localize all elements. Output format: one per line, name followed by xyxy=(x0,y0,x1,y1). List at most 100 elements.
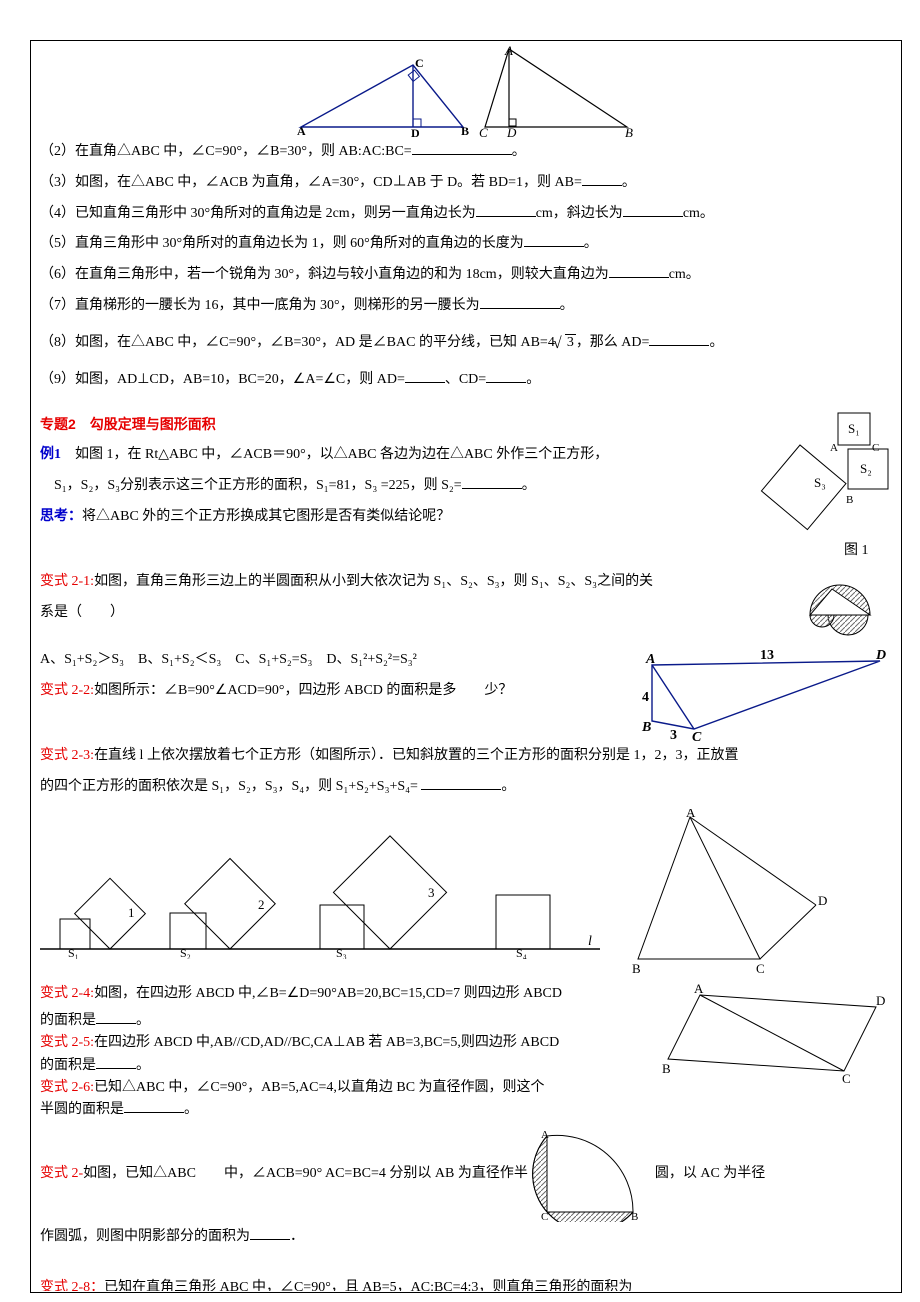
svg-text:1: 1 xyxy=(128,905,135,920)
q3: （3）如图，在△ABC 中，∠ACB 为直角，∠A=30°，CD⊥AB 于 D。… xyxy=(40,168,890,199)
svg-text:C: C xyxy=(756,961,765,976)
v28-text: 已知在直角三角形 ABC 中，∠C=90°，且 AB=5，AC:BC=4:3，则… xyxy=(104,1280,632,1291)
q3-blank xyxy=(582,172,622,186)
svg-text:S₃: S₃ xyxy=(814,475,826,490)
svg-text:C: C xyxy=(692,730,702,741)
q8b: ，那么 AD= xyxy=(576,335,650,350)
parallelogram-fig: A D B C xyxy=(660,979,890,1089)
svg-text:B: B xyxy=(461,124,469,137)
q7: （7）直角梯形的一腰长为 16，其中一底角为 30°，则梯形的另一腰长为 。 xyxy=(40,291,890,322)
v22: 变式 2-2:如图所示：∠B=90°∠ACD=90°，四边形 ABCD 的面积是… xyxy=(40,676,890,707)
v25-label: 变式 2-5: xyxy=(40,1035,94,1050)
svg-text:S₂: S₂ xyxy=(860,461,872,476)
q7-suffix: 。 xyxy=(560,298,574,313)
q8a: （8）如图，在△ABC 中，∠C=90°，∠B=30°，AD 是∠BAC 的平分… xyxy=(40,335,548,350)
svg-text:C: C xyxy=(415,57,424,70)
v25-line2: 的面积是。 xyxy=(40,1055,650,1077)
v23a: 在直线 l 上依次摆放着七个正方形（如图所示）．已知斜放置的三个正方形的面积分别… xyxy=(94,748,738,763)
v21-row: 变式 2-1:如图，直角三角形三边上的半圆面积从小到大依次记为 S₁、S₂、S₃… xyxy=(40,567,890,598)
q6: （6）在直角三角形中，若一个锐角为 30°，斜边与较小直角边的和为 18cm，则… xyxy=(40,260,890,291)
v21-label: 变式 2-1: xyxy=(40,574,94,589)
triangle-fig-1: A B C D xyxy=(293,57,473,137)
svg-text:B: B xyxy=(846,494,853,506)
q5: （5）直角三角形中 30°角所对的直角边长为 1，则 60°角所对的直角边的长度… xyxy=(40,229,890,260)
v25-line1: 变式 2-5:在四边形 ABCD 中,AB//CD,AD//BC,CA⊥AB 若… xyxy=(40,1032,650,1054)
q7-text: （7）直角梯形的一腰长为 16，其中一底角为 30°，则梯形的另一腰长为 xyxy=(40,298,480,313)
svg-text:3: 3 xyxy=(670,728,677,741)
v27a: 如图，已知△ABC xyxy=(83,1166,196,1181)
svg-text:A: A xyxy=(297,124,306,137)
svg-text:B: B xyxy=(662,1061,671,1076)
svg-text:2: 2 xyxy=(258,897,265,912)
q5-blank xyxy=(524,233,584,247)
ex1-line1: 例1 如图 1，在 Rt△ABC 中，∠ACB＝90°，以△ABC 各边为边在△… xyxy=(40,440,742,471)
svg-text:B: B xyxy=(632,961,641,976)
v22a: 如图所示：∠B=90°∠ACD=90°，四边形 ABCD 的面积是多 xyxy=(94,683,456,698)
q4a: （4）已知直角三角形中 30°角所对的直角边是 2cm，则另一直角边长为 xyxy=(40,206,476,221)
v25a: 在四边形 ABCD 中,AB//CD,AD//BC,CA⊥AB 若 AB=3,B… xyxy=(94,1035,559,1050)
v26-blank xyxy=(124,1099,184,1113)
svg-text:A: A xyxy=(504,45,513,58)
v22-label: 变式 2-2: xyxy=(40,683,94,698)
quad-and-opts: A B C D 13 4 3 A、S₁+S₂＞S₃ B、S₁+S₂＜S₃ C、S… xyxy=(40,645,890,707)
q9b: 、CD= xyxy=(445,372,486,387)
svg-text:B: B xyxy=(641,720,651,735)
svg-text:A: A xyxy=(694,981,704,996)
think-line: 思考：将△ABC 外的三个正方形换成其它图形是否有类似结论呢？ xyxy=(40,502,742,533)
q5-text: （5）直角三角形中 30°角所对的直角边长为 1，则 60°角所对的直角边的长度… xyxy=(40,236,524,251)
q3-text: （3）如图，在△ABC 中，∠ACB 为直角，∠A=30°，CD⊥AB 于 D。… xyxy=(40,175,582,190)
q3-suffix: 。 xyxy=(622,175,636,190)
v27-line2: 作圆弧，则图中阴影部分的面积为． xyxy=(40,1222,890,1253)
sqrt-icon: 3 xyxy=(555,328,576,359)
v24-blank xyxy=(96,1010,136,1024)
svg-text:S₃: S₃ xyxy=(336,946,347,959)
svg-text:B: B xyxy=(625,125,633,137)
v21b: 系是（ ） xyxy=(40,605,124,620)
svg-text:A: A xyxy=(541,1129,549,1141)
v27-blank xyxy=(250,1226,290,1240)
svg-text:D: D xyxy=(876,993,885,1008)
v24a: 如图，在四边形 ABCD 中,∠B=∠D=90°AB=20,BC=15,CD=7… xyxy=(94,986,562,1001)
q9-blank1 xyxy=(405,369,445,383)
seven-squares-fig: l S₁ S₂ S₃ S₄ 1 2 3 xyxy=(40,809,610,959)
svg-text:C: C xyxy=(872,442,879,454)
sevensq-row: l S₁ S₂ S₃ S₄ 1 2 3 A B C D xyxy=(40,809,890,979)
svg-text:图 1: 图 1 xyxy=(844,543,869,558)
svg-text:S₁: S₁ xyxy=(848,421,860,436)
v26-line2: 半圆的面积是。 xyxy=(40,1099,650,1121)
svg-text:D: D xyxy=(411,126,420,137)
q2-text: （2）在直角△ABC 中，∠C=90°，∠B=30°，则 AB:AC:BC= xyxy=(40,144,412,159)
ex1-line2: S₁，S₂，S₃分别表示这三个正方形的面积，S₁=81，S₃ =225，则 S₂… xyxy=(40,471,742,502)
v21-line2: 系是（ ） xyxy=(40,598,890,629)
v25-blank xyxy=(96,1055,136,1069)
q4c: cm。 xyxy=(683,206,714,221)
v23-suffix: 。 xyxy=(501,779,515,794)
v27-line1: 变式 2-如图，已知△ABC 中，∠ACB=90° AC=BC=4 分别以 AB… xyxy=(40,1126,890,1222)
q8: （8）如图，在△ABC 中，∠C=90°，∠B=30°，AD 是∠BAC 的平分… xyxy=(40,328,890,359)
q9a: （9）如图，AD⊥CD，AB=10，BC=20，∠A=∠C，则 AD= xyxy=(40,372,405,387)
v25-suffix: 。 xyxy=(136,1058,150,1073)
v26-line1: 变式 2-6:已知△ABC 中，∠C=90°，AB=5,AC=4,以直角边 BC… xyxy=(40,1077,650,1099)
v24-line2: 的面积是。 xyxy=(40,1010,650,1032)
q7-blank xyxy=(480,295,560,309)
svg-text:l: l xyxy=(588,934,592,949)
svg-text:A: A xyxy=(686,809,696,820)
document-body: A B C D A C D B （2）在直角△ABC 中，∠C=90°，∠B=3… xyxy=(40,10,890,1291)
topic2-title: 专题2 勾股定理与图形面积 xyxy=(40,409,742,440)
q2-blank xyxy=(412,141,512,155)
v26-suffix: 。 xyxy=(184,1102,198,1117)
svg-text:C: C xyxy=(842,1071,851,1086)
q8-rad: 3 xyxy=(565,334,576,350)
q4-blank1 xyxy=(476,203,536,217)
v28-cut: 变式 2-8：已知在直角三角形 ABC 中，∠C=90°，且 AB=5，AC:B… xyxy=(40,1273,890,1291)
q9: （9）如图，AD⊥CD，AB=10，BC=20，∠A=∠C，则 AD= 、CD= 。 xyxy=(40,365,890,396)
svg-text:D: D xyxy=(818,893,827,908)
tri-abcd-fig: A B C D xyxy=(620,809,830,979)
v26a: 已知△ABC 中，∠C=90°，AB=5,AC=4,以直角边 BC 为直径作圆，… xyxy=(94,1080,544,1095)
q9-suffix: 。 xyxy=(526,372,540,387)
v27-label-part: 变式 2- xyxy=(40,1166,83,1181)
think-text: 将△ABC 外的三个正方形换成其它图形是否有类似结论呢？ xyxy=(82,509,450,524)
v21-opts: A、S₁+S₂＞S₃ B、S₁+S₂＜S₃ C、S₁+S₂=S₃ D、S₁²+S… xyxy=(40,645,890,676)
ex1b: S₁，S₂，S₃分别表示这三个正方形的面积，S₁=81，S₃ =225，则 S₂… xyxy=(40,478,462,493)
q6-suffix: cm。 xyxy=(669,267,700,282)
